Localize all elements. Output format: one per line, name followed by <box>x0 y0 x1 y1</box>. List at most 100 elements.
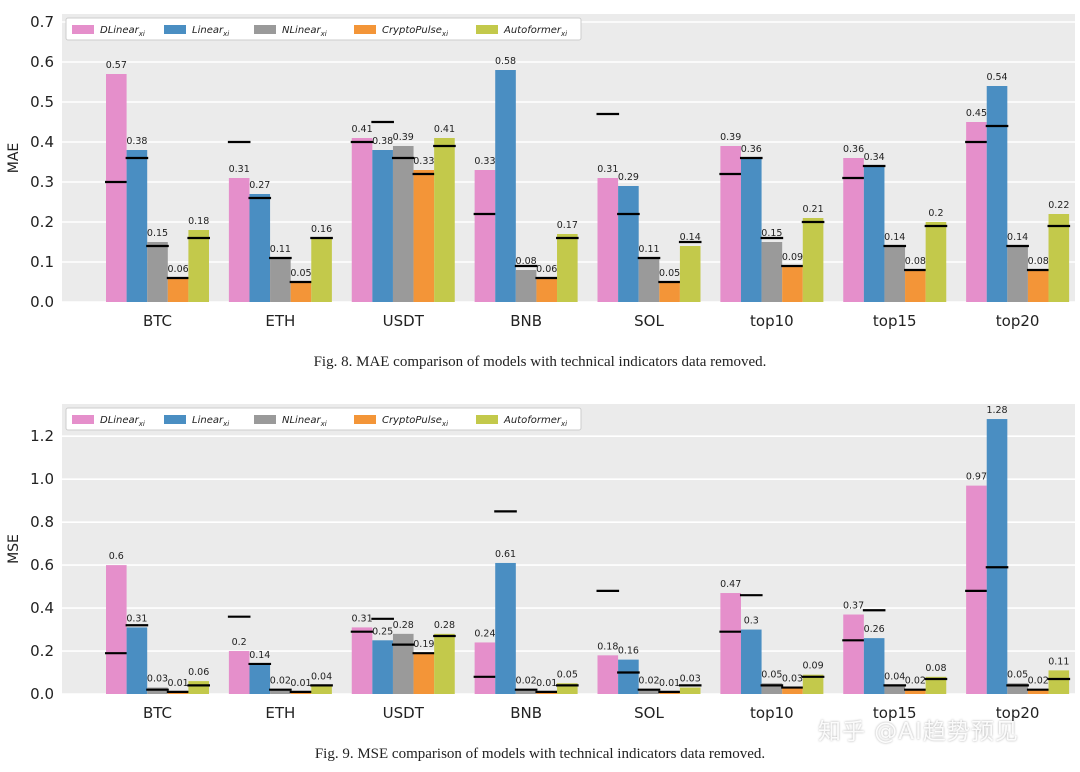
legend-swatch <box>72 25 94 34</box>
legend-swatch <box>354 415 376 424</box>
chart-mae: 0.0 0.1 0.2 0.3 0.4 0.5 0.6 0.7 MAE 0.57 0.38 0.15 0… <box>6 13 1075 330</box>
y-tick-label: 0.4 <box>30 133 54 151</box>
data-label: 0.08 <box>925 663 946 674</box>
bar-linear <box>618 186 639 302</box>
data-label: 0.41 <box>434 124 455 135</box>
y-tick-label: 0.0 <box>30 293 54 311</box>
legend-entry-cryptopulse: CryptoPulsexi <box>382 25 448 38</box>
y-tick-label: 0.6 <box>30 53 54 71</box>
bar-dlinear <box>597 655 619 694</box>
bar-dlinear <box>843 614 864 694</box>
data-label: 0.2 <box>928 208 943 219</box>
data-label: 0.02 <box>905 676 926 687</box>
bar-autoformer <box>434 633 455 694</box>
x-tick-label: BNB <box>510 704 542 722</box>
bar-nlinear <box>638 258 660 302</box>
data-label: 0.01 <box>659 678 680 689</box>
data-label: 0.02 <box>638 676 659 687</box>
data-label: 0.03 <box>782 674 803 685</box>
y-tick-label: 0.2 <box>30 213 54 231</box>
data-label: 0.58 <box>495 56 516 67</box>
data-label: 0.09 <box>782 252 803 263</box>
y-tick-label: 0.1 <box>30 253 54 271</box>
data-label: 0.08 <box>516 256 537 267</box>
data-label: 0.97 <box>966 472 987 483</box>
data-label: 0.21 <box>802 204 823 215</box>
legend-entry-dlinear: DLinearxi <box>100 25 145 38</box>
legend-box <box>65 17 582 41</box>
data-label: 0.39 <box>393 132 414 143</box>
data-label: 0.01 <box>536 678 557 689</box>
legend-swatch <box>354 25 376 34</box>
data-label: 0.09 <box>802 661 823 672</box>
bar-autoformer <box>679 246 701 302</box>
x-tick-label: USDT <box>383 704 425 722</box>
legend-entry-autoformer: Autoformerxi <box>503 25 567 38</box>
legend-entry-linear: Linearxi <box>192 25 229 38</box>
data-label: 0.31 <box>229 164 250 175</box>
bar-linear <box>249 194 271 302</box>
watermark-text: 知乎 @AI趋势预见 <box>818 719 1019 745</box>
bar-nlinear <box>884 685 906 694</box>
data-label: 0.34 <box>864 152 885 163</box>
x-tick-label: ETH <box>265 704 295 722</box>
data-label: 0.14 <box>680 232 701 243</box>
data-label: 0.11 <box>270 244 291 255</box>
x-tick-label: ETH <box>265 312 295 330</box>
data-label: 0.54 <box>986 72 1007 83</box>
bar-nlinear <box>515 689 537 694</box>
y-tick-label: 0.8 <box>30 513 54 531</box>
bar-nlinear <box>270 258 291 302</box>
y-tick-label: 1.2 <box>30 427 54 445</box>
bar-cryptopulse <box>659 282 680 302</box>
data-label: 0.05 <box>761 669 782 680</box>
y-tick-label: 0.4 <box>30 599 54 617</box>
bar-cryptopulse <box>167 278 189 302</box>
x-tick-label: SOL <box>634 704 664 722</box>
bar-dlinear <box>843 158 864 302</box>
data-label: 0.36 <box>741 144 762 155</box>
data-label: 0.47 <box>720 579 741 590</box>
data-label: 0.15 <box>761 228 782 239</box>
data-label: 0.08 <box>1028 256 1049 267</box>
bar-cryptopulse <box>905 689 926 694</box>
bar-autoformer <box>802 218 824 302</box>
x-tick-label: top15 <box>873 312 917 330</box>
data-label: 0.04 <box>884 671 905 682</box>
figure-9-caption: Fig. 9. MSE comparison of models with te… <box>314 746 766 762</box>
data-label: 0.01 <box>168 678 189 689</box>
y-axis-label: MSE <box>6 534 22 564</box>
y-tick-label: 0.2 <box>30 642 54 660</box>
bar-autoformer <box>434 138 455 302</box>
data-label: 0.19 <box>413 639 434 650</box>
legend-swatch <box>72 415 94 424</box>
bar-dlinear <box>474 642 496 694</box>
x-tick-label: top20 <box>996 704 1040 722</box>
bar-nlinear <box>761 242 783 302</box>
plot-area <box>62 404 1075 694</box>
bar-linear <box>740 629 762 694</box>
data-label: 0.05 <box>659 268 680 279</box>
data-label: 0.33 <box>474 156 495 167</box>
data-label: 0.45 <box>966 108 987 119</box>
data-label: 0.25 <box>372 626 393 637</box>
y-tick-label: 1.0 <box>30 470 54 488</box>
x-tick-label: BTC <box>143 312 172 330</box>
bar-linear <box>740 158 762 302</box>
bar-cryptopulse <box>413 653 435 694</box>
legend: DLinearxi Linearxi NLinearxi CryptoPulsexi A… <box>65 17 582 41</box>
bar-autoformer <box>311 685 332 694</box>
data-label: 0.38 <box>126 136 147 147</box>
bar-cryptopulse <box>413 170 435 302</box>
data-label: 0.05 <box>1007 669 1028 680</box>
bar-autoformer <box>802 674 824 694</box>
bar-cryptopulse <box>290 282 312 302</box>
data-label: 0.31 <box>597 164 618 175</box>
data-label: 0.24 <box>474 628 495 639</box>
bar-nlinear <box>392 633 414 694</box>
data-label: 0.22 <box>1048 200 1069 211</box>
data-label: 0.08 <box>905 256 926 267</box>
data-label: 0.11 <box>638 244 659 255</box>
legend-swatch <box>164 25 186 34</box>
